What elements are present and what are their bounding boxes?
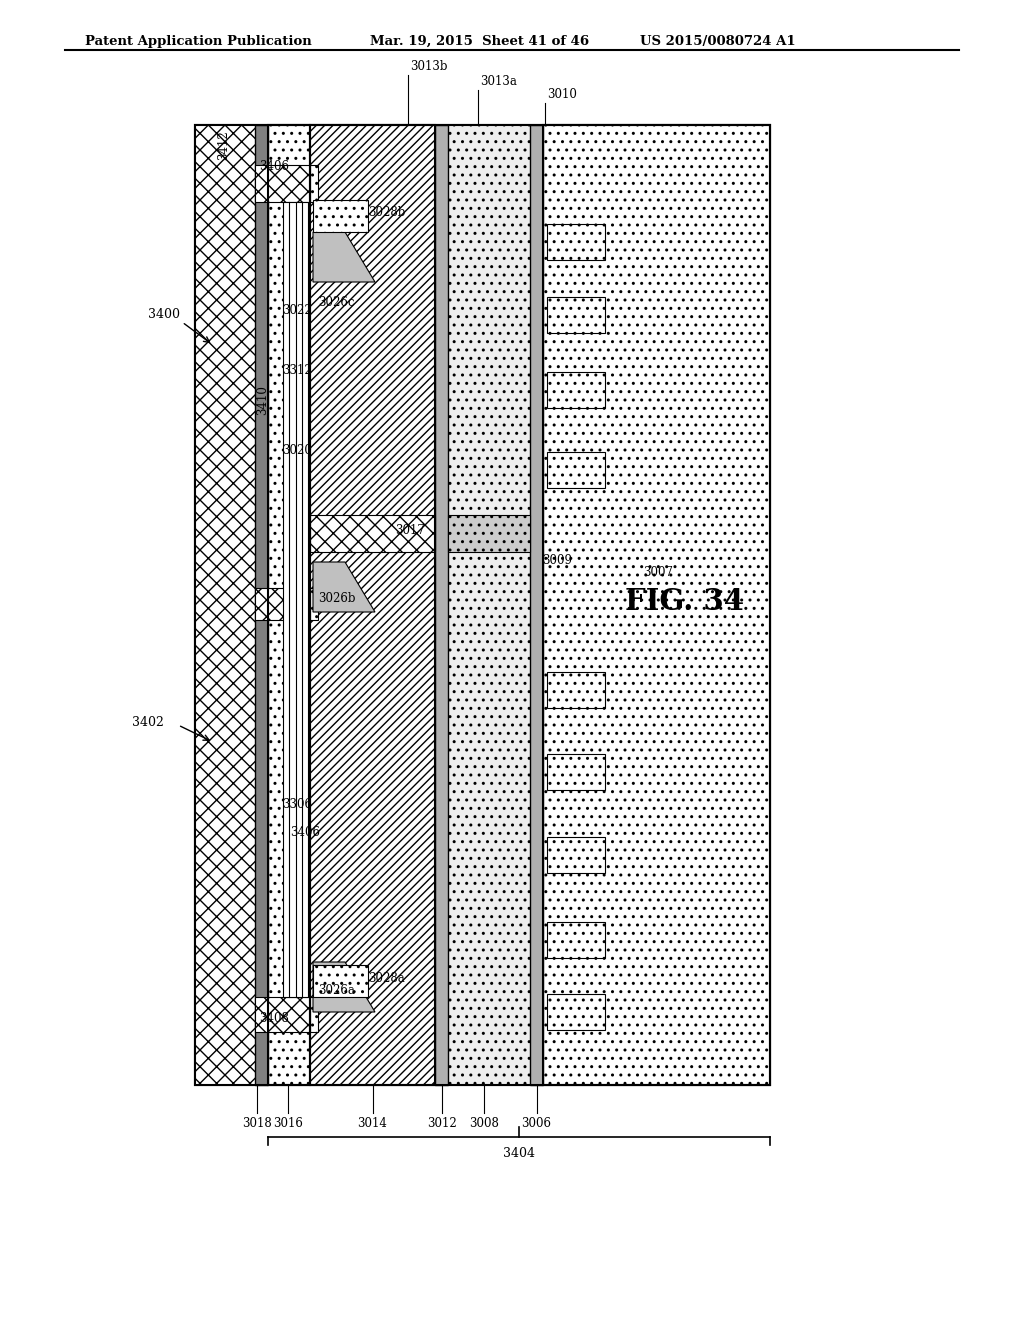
Polygon shape bbox=[313, 562, 375, 612]
Bar bbox=[268, 125, 310, 1085]
Text: US 2015/0080724 A1: US 2015/0080724 A1 bbox=[640, 36, 796, 48]
Bar bbox=[547, 451, 605, 488]
Bar bbox=[310, 997, 318, 1032]
Bar bbox=[547, 921, 605, 958]
Bar bbox=[547, 754, 605, 789]
Text: 3412: 3412 bbox=[217, 131, 230, 160]
Bar bbox=[543, 125, 770, 1085]
Bar bbox=[195, 125, 770, 1085]
Bar bbox=[310, 125, 435, 1085]
Text: 3026c: 3026c bbox=[318, 296, 354, 309]
Text: 3008: 3008 bbox=[469, 1117, 499, 1130]
Bar bbox=[310, 587, 318, 620]
Text: 3013a: 3013a bbox=[480, 75, 517, 88]
Bar bbox=[547, 297, 605, 333]
Bar bbox=[313, 201, 368, 232]
Bar bbox=[547, 224, 605, 260]
Text: 3007: 3007 bbox=[643, 565, 673, 578]
Text: 3016: 3016 bbox=[273, 1117, 303, 1130]
Bar bbox=[283, 202, 308, 997]
Text: 3022: 3022 bbox=[282, 304, 311, 317]
Text: 3026a: 3026a bbox=[318, 983, 355, 997]
Text: 3006: 3006 bbox=[521, 1117, 552, 1130]
Text: 3306: 3306 bbox=[282, 799, 312, 812]
Text: 3018: 3018 bbox=[242, 1117, 272, 1130]
Text: 3028a: 3028a bbox=[368, 972, 404, 985]
Text: 3406: 3406 bbox=[290, 825, 319, 838]
Text: 3020: 3020 bbox=[282, 444, 312, 457]
Text: 3402: 3402 bbox=[132, 715, 164, 729]
Text: 3026b: 3026b bbox=[318, 591, 355, 605]
Bar bbox=[435, 125, 449, 1085]
Bar bbox=[255, 165, 310, 202]
Bar bbox=[255, 997, 310, 1032]
Bar bbox=[449, 125, 530, 1085]
Text: 3410: 3410 bbox=[256, 385, 269, 414]
Polygon shape bbox=[313, 232, 375, 282]
Text: 3009: 3009 bbox=[542, 553, 572, 566]
Bar bbox=[310, 165, 318, 202]
Text: 3408: 3408 bbox=[259, 1011, 289, 1024]
Bar bbox=[310, 125, 435, 1085]
Bar bbox=[530, 125, 543, 1085]
Text: 3406: 3406 bbox=[259, 161, 289, 173]
Bar bbox=[547, 837, 605, 873]
Text: 3014: 3014 bbox=[357, 1117, 387, 1130]
Bar bbox=[547, 994, 605, 1030]
Text: 3013b: 3013b bbox=[410, 59, 447, 73]
Polygon shape bbox=[313, 962, 375, 1012]
Bar bbox=[255, 125, 268, 1085]
Text: Patent Application Publication: Patent Application Publication bbox=[85, 36, 311, 48]
Text: 3012: 3012 bbox=[427, 1117, 457, 1130]
Bar bbox=[547, 672, 605, 708]
Text: 3404: 3404 bbox=[503, 1147, 535, 1160]
Text: 3400: 3400 bbox=[148, 309, 180, 322]
Bar bbox=[547, 372, 605, 408]
Text: FIG. 34: FIG. 34 bbox=[625, 587, 744, 616]
Bar bbox=[255, 587, 310, 620]
Bar bbox=[449, 515, 530, 552]
Bar bbox=[543, 125, 770, 1085]
Bar bbox=[310, 515, 435, 552]
Text: 3028b: 3028b bbox=[368, 206, 406, 219]
Bar bbox=[195, 125, 770, 1085]
Text: 3312: 3312 bbox=[282, 363, 311, 376]
Bar bbox=[313, 965, 368, 997]
Bar bbox=[195, 125, 255, 1085]
Text: Mar. 19, 2015  Sheet 41 of 46: Mar. 19, 2015 Sheet 41 of 46 bbox=[370, 36, 589, 48]
Text: 3010: 3010 bbox=[547, 88, 577, 102]
Text: 3017: 3017 bbox=[395, 524, 425, 536]
Bar bbox=[268, 125, 310, 1085]
